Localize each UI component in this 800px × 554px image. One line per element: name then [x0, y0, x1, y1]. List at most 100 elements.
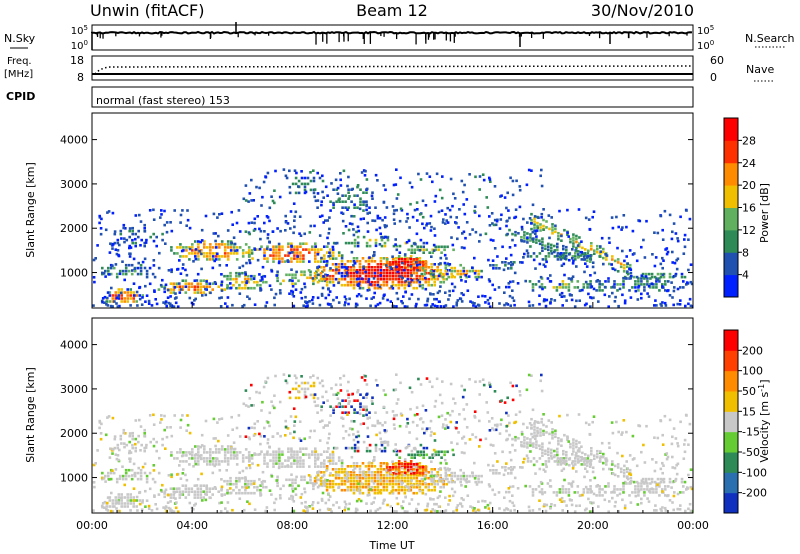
- velocity-cell: [613, 488, 616, 491]
- power-cell: [147, 302, 151, 305]
- velocity-cell: [114, 499, 118, 502]
- velocity-cell: [379, 465, 383, 468]
- velocity-cell: [560, 469, 564, 472]
- velocity-cell: [530, 417, 533, 421]
- power-cell: [403, 255, 407, 258]
- power-cell: [538, 262, 542, 266]
- velocity-cell: [184, 487, 188, 490]
- velocity-cell: [112, 448, 115, 451]
- power-cell: [443, 253, 447, 257]
- velocity-cell: [202, 490, 205, 493]
- power-cell: [450, 272, 453, 276]
- velocity-cell: [396, 398, 400, 401]
- velocity-cell: [561, 488, 565, 491]
- velocity-cell: [382, 479, 386, 483]
- velocity-cell: [323, 450, 326, 453]
- power-cell: [262, 274, 265, 278]
- power-cell: [474, 269, 477, 273]
- velocity-cell: [541, 492, 544, 496]
- velocity-cell: [152, 469, 156, 472]
- velocity-cell: [131, 446, 134, 450]
- velocity-cell: [397, 469, 401, 472]
- power-cell: [260, 275, 264, 279]
- power-cell: [397, 255, 401, 258]
- velocity-cell: [424, 492, 428, 496]
- power-cell: [145, 238, 148, 242]
- velocity-cell: [557, 440, 560, 443]
- velocity-cell: [406, 485, 410, 489]
- power-cell: [291, 251, 294, 254]
- velocity-cell: [412, 485, 416, 489]
- velocity-cell: [688, 502, 692, 506]
- velocity-cell: [640, 479, 644, 482]
- power-cell: [327, 287, 330, 290]
- power-cell: [418, 284, 422, 288]
- velocity-cell: [687, 473, 690, 477]
- velocity-cell: [303, 478, 306, 482]
- power-cell: [235, 249, 239, 252]
- power-cell: [397, 267, 401, 270]
- velocity-cell: [356, 411, 359, 414]
- velocity-cell: [415, 469, 419, 472]
- power-cell: [438, 289, 441, 293]
- power-cell: [109, 272, 113, 276]
- velocity-cell: [491, 464, 495, 467]
- velocity-cell: [215, 451, 218, 454]
- power-cell: [321, 270, 324, 274]
- velocity-cell: [557, 437, 560, 440]
- velocity-cell: [356, 476, 359, 479]
- velocity-cell: [390, 472, 393, 476]
- power-cell: [362, 235, 366, 239]
- power-cell: [362, 209, 365, 212]
- velocity-cell: [675, 463, 678, 467]
- velocity-cell: [390, 490, 393, 493]
- velocity-cell: [430, 510, 433, 513]
- velocity-cell: [159, 488, 163, 492]
- velocity-cell: [576, 485, 580, 488]
- velocity-cell: [524, 484, 527, 488]
- power-cell: [511, 238, 514, 242]
- power-cell: [214, 282, 217, 285]
- power-cell: [314, 251, 317, 254]
- velocity-cell: [392, 449, 396, 453]
- power-cell: [685, 209, 688, 212]
- velocity-cell: [124, 474, 128, 478]
- velocity-cell: [288, 396, 292, 400]
- velocity-cell: [194, 453, 198, 456]
- power-cell: [674, 274, 677, 278]
- velocity-cell: [542, 429, 545, 433]
- power-cell: [281, 257, 284, 260]
- velocity-cell: [373, 474, 377, 477]
- velocity-cell: [672, 427, 676, 430]
- velocity-cell: [528, 485, 532, 488]
- velocity-cell: [374, 446, 378, 450]
- velocity-cell: [331, 482, 335, 486]
- power-cell: [416, 219, 419, 222]
- velocity-cell: [351, 427, 354, 431]
- power-cell: [611, 285, 615, 289]
- velocity-cell: [480, 480, 483, 484]
- power-cell: [270, 288, 273, 291]
- velocity-cell: [407, 444, 411, 448]
- power-cell: [520, 239, 524, 243]
- power-cell: [432, 293, 435, 296]
- power-cell: [429, 272, 433, 276]
- power-cell: [324, 219, 327, 222]
- velocity-cell: [340, 459, 344, 462]
- velocity-cell: [430, 482, 433, 486]
- power-cell: [473, 209, 476, 213]
- power-cell: [625, 255, 628, 258]
- power-cell: [319, 271, 323, 275]
- velocity-cell: [361, 476, 365, 480]
- velocity-cell: [567, 491, 571, 494]
- power-cell: [248, 297, 251, 301]
- power-cell: [462, 230, 466, 234]
- power-cell: [352, 271, 356, 275]
- velocity-cell: [376, 476, 380, 480]
- velocity-cell: [344, 411, 347, 414]
- velocity-cell: [473, 416, 477, 419]
- power-cell: [101, 266, 104, 270]
- velocity-cell: [591, 420, 594, 424]
- power-cell: [439, 256, 443, 260]
- power-cell: [438, 272, 442, 276]
